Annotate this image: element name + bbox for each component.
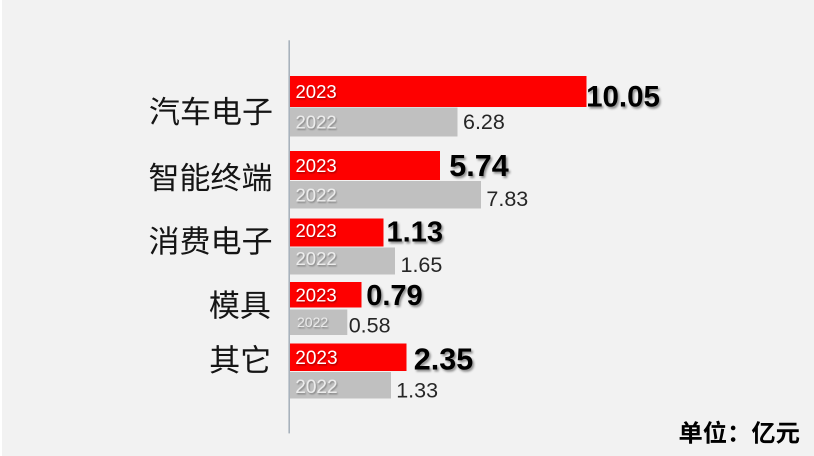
- svg-text:5.74: 5.74: [449, 149, 508, 183]
- svg-text:2.35: 2.35: [414, 343, 473, 377]
- svg-text:2023: 2023: [295, 348, 337, 369]
- svg-text:2022: 2022: [296, 111, 337, 132]
- svg-text:0.58: 0.58: [349, 314, 391, 338]
- svg-text:2023: 2023: [296, 81, 337, 102]
- svg-text:2022: 2022: [297, 314, 328, 330]
- svg-text:10.05: 10.05: [586, 80, 660, 113]
- svg-text:2023: 2023: [296, 220, 337, 241]
- svg-text:6.28: 6.28: [463, 110, 505, 134]
- svg-text:1.65: 1.65: [401, 253, 443, 277]
- svg-text:2022: 2022: [295, 377, 337, 398]
- svg-text:0.79: 0.79: [366, 280, 422, 312]
- svg-text:7.83: 7.83: [486, 187, 528, 211]
- svg-text:1.33: 1.33: [396, 379, 438, 403]
- svg-text:2022: 2022: [296, 185, 337, 206]
- svg-text:2022: 2022: [296, 248, 337, 269]
- svg-text:1.13: 1.13: [387, 216, 443, 248]
- svg-text:2023: 2023: [296, 155, 337, 176]
- svg-text:2023: 2023: [296, 284, 337, 305]
